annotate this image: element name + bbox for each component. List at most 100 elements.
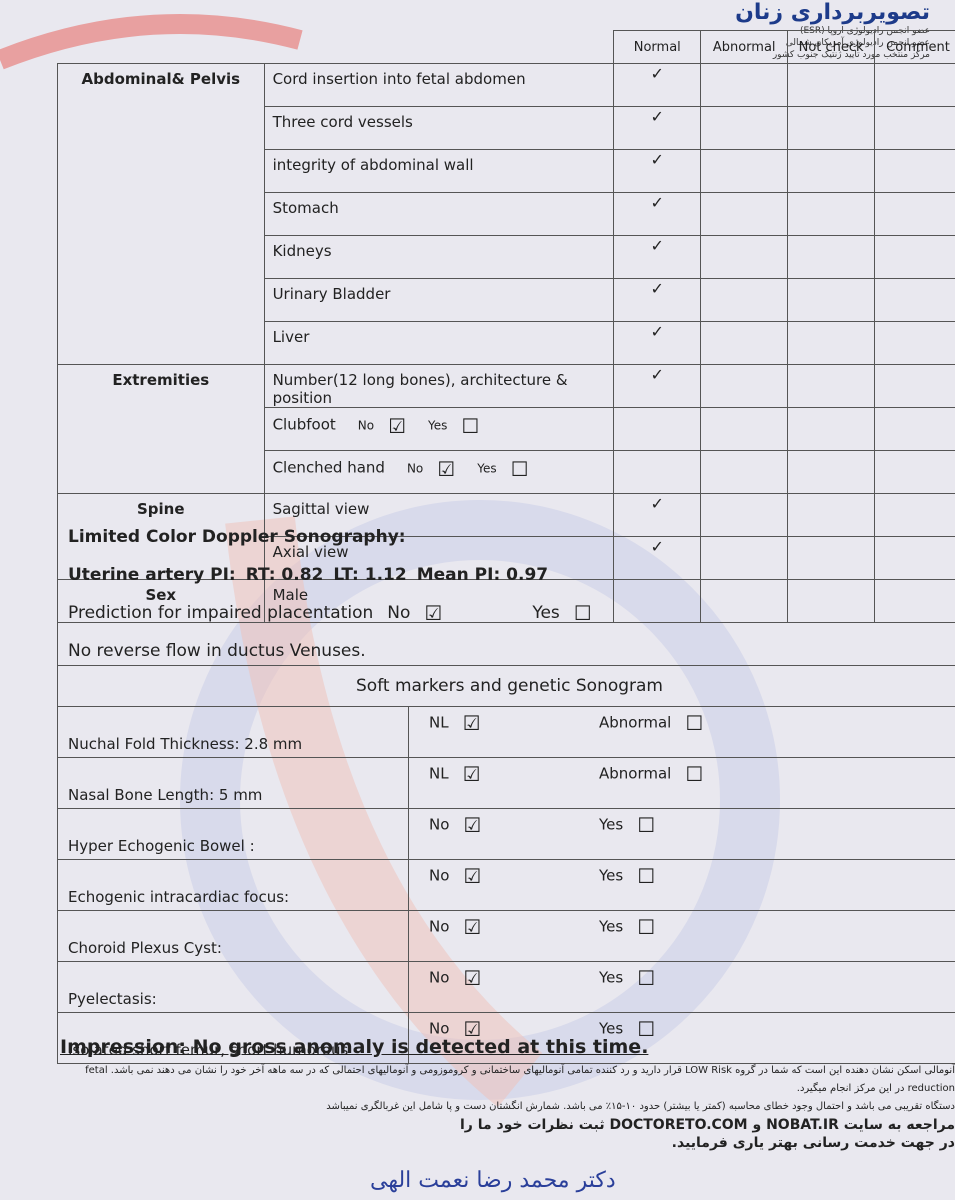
empty-cell bbox=[874, 536, 955, 580]
empty-cell bbox=[700, 579, 789, 623]
empty-cell bbox=[700, 278, 789, 322]
empty-cell bbox=[787, 106, 876, 150]
normal-cell: ✓ bbox=[613, 149, 702, 193]
empty-cell bbox=[874, 192, 955, 236]
row: Urinary Bladder ✓ bbox=[58, 278, 955, 322]
empty-cell bbox=[787, 407, 876, 451]
normal-cell bbox=[613, 450, 702, 494]
item-text: Cord insertion into fetal abdomen bbox=[272, 70, 526, 88]
region: Abdominal& Pelvis bbox=[57, 63, 265, 365]
item-text: Stomach bbox=[272, 199, 339, 217]
row: Abdominal& Pelvis Cord insertion into fet… bbox=[57, 63, 955, 365]
empty-cell bbox=[700, 407, 789, 451]
row: Nuchal Fold Thickness: 2.8 mm NL ☑ Abnormal… bbox=[57, 706, 955, 758]
empty-cell bbox=[874, 235, 955, 279]
normal-cell: ✓ bbox=[613, 106, 702, 150]
option: Yes ☐ bbox=[599, 813, 749, 837]
option-label: Yes bbox=[532, 603, 560, 623]
normal-cell: ✓ bbox=[613, 192, 702, 236]
prediction-line: Prediction for impaired placentation No ☑ Y… bbox=[68, 594, 955, 632]
anatomy-table: Normal Abnormal Not check Comment Abdominal&… bbox=[57, 30, 955, 623]
soft-title: Soft markers and genetic Sonogram bbox=[57, 665, 955, 707]
empty-cell bbox=[787, 321, 876, 365]
empty-cell bbox=[874, 450, 955, 494]
option: No ☑ bbox=[429, 966, 539, 990]
title-row: Soft markers and genetic Sonogram bbox=[57, 665, 955, 707]
checkbox: ☐ bbox=[637, 966, 656, 990]
item-label: Urinary Bladder bbox=[263, 278, 615, 322]
marker-options: No ☑ Yes ☐ bbox=[408, 961, 955, 1013]
column-header: Comment bbox=[874, 30, 955, 64]
checkbox: ☐ bbox=[637, 1017, 656, 1041]
empty-cell bbox=[787, 149, 876, 193]
option-label: Yes bbox=[599, 917, 624, 936]
empty-cell bbox=[700, 321, 789, 365]
marker-label: Pyelectasis: bbox=[57, 961, 409, 1013]
checkbox: ☑ bbox=[463, 864, 482, 888]
row: Stomach ✓ bbox=[58, 192, 955, 236]
empty-cell bbox=[700, 192, 789, 236]
empty-cell bbox=[787, 278, 876, 322]
option: Yes ☐ bbox=[428, 414, 479, 438]
checkbox: ☑ bbox=[463, 966, 482, 990]
item-label: Stomach bbox=[263, 192, 615, 236]
empty-cell bbox=[787, 493, 876, 537]
checkbox: ☐ bbox=[461, 414, 480, 438]
ductus-line: No reverse flow in ductus Venuses. bbox=[68, 641, 366, 661]
item-label: Three cord vessels bbox=[263, 106, 615, 150]
check-mark: ✓ bbox=[650, 279, 664, 298]
marker-options: NL ☑ Abnormal ☐ bbox=[408, 757, 955, 809]
option-label: Yes bbox=[599, 866, 624, 885]
row: Pyelectasis: No ☑ Yes ☐ bbox=[57, 961, 955, 1013]
checkbox: ☐ bbox=[573, 601, 592, 625]
item-label: Cord insertion into fetal abdomen bbox=[263, 63, 615, 107]
empty-cell bbox=[874, 278, 955, 322]
normal-cell: ✓ bbox=[613, 63, 702, 107]
empty-cell bbox=[700, 450, 789, 494]
empty-cell bbox=[874, 106, 955, 150]
empty-cell bbox=[874, 149, 955, 193]
option: Yes ☐ bbox=[599, 864, 749, 888]
uterine-line: Uterine artery PI: RT: 0.82 LT: 1.12 Mean P… bbox=[68, 556, 955, 594]
marker-label: Choroid Plexus Cyst: bbox=[57, 910, 409, 962]
normal-cell: ✓ bbox=[613, 364, 702, 408]
marker-label: Hyper Echogenic Bowel : bbox=[57, 808, 409, 860]
empty-cell bbox=[787, 579, 876, 623]
option: No ☑ bbox=[429, 813, 539, 837]
item-label: Clubfoot No ☑ Yes ☐ bbox=[263, 407, 615, 451]
item-text: Liver bbox=[272, 328, 310, 346]
option-label: Yes bbox=[599, 968, 624, 987]
blank-header bbox=[58, 31, 265, 64]
empty-cell bbox=[700, 364, 789, 408]
checkbox: ☐ bbox=[510, 457, 529, 481]
item-text: Number(12 long bones), architecture & po… bbox=[272, 371, 568, 407]
empty-cell bbox=[787, 63, 876, 107]
option: Yes ☐ bbox=[599, 1017, 749, 1041]
item-text: Kidneys bbox=[272, 242, 332, 260]
option: No ☑ bbox=[429, 915, 539, 939]
marker-options: No ☑ Yes ☐ bbox=[408, 910, 955, 962]
checkbox: ☑ bbox=[463, 915, 482, 939]
row: Nasal Bone Length: 5 mm NL ☑ Abnormal ☐ bbox=[57, 757, 955, 809]
option-label: No bbox=[429, 968, 450, 987]
prediction-label: Prediction for impaired placentation bbox=[68, 603, 374, 623]
footer-line: دستگاه تقریبی می باشد و احتمال وجود خطای… bbox=[326, 1101, 955, 1112]
checkbox: ☑ bbox=[463, 813, 482, 837]
checkbox: ☑ bbox=[437, 457, 456, 481]
row: Hyper Echogenic Bowel : No ☑ Yes ☐ bbox=[57, 808, 955, 860]
item-label: Male bbox=[263, 579, 615, 623]
marker-options: No ☑ Yes ☐ bbox=[408, 808, 955, 860]
option-label: Abnormal bbox=[599, 713, 672, 732]
option: No ☑ bbox=[429, 1017, 539, 1041]
empty-cell bbox=[700, 235, 789, 279]
check-mark: ✓ bbox=[650, 322, 664, 341]
region: Sex bbox=[57, 579, 265, 623]
doppler-title: Limited Color Doppler Sonography: bbox=[68, 527, 406, 547]
uterine-lt: LT: 1.12 bbox=[333, 565, 407, 585]
checkbox: ☑ bbox=[462, 711, 481, 735]
empty-cell bbox=[787, 235, 876, 279]
marker-options: No ☑ Yes ☐ bbox=[408, 859, 955, 911]
item-text: Urinary Bladder bbox=[272, 285, 391, 303]
option-label: No bbox=[387, 603, 411, 623]
uterine-label: Uterine artery PI: bbox=[68, 565, 236, 585]
